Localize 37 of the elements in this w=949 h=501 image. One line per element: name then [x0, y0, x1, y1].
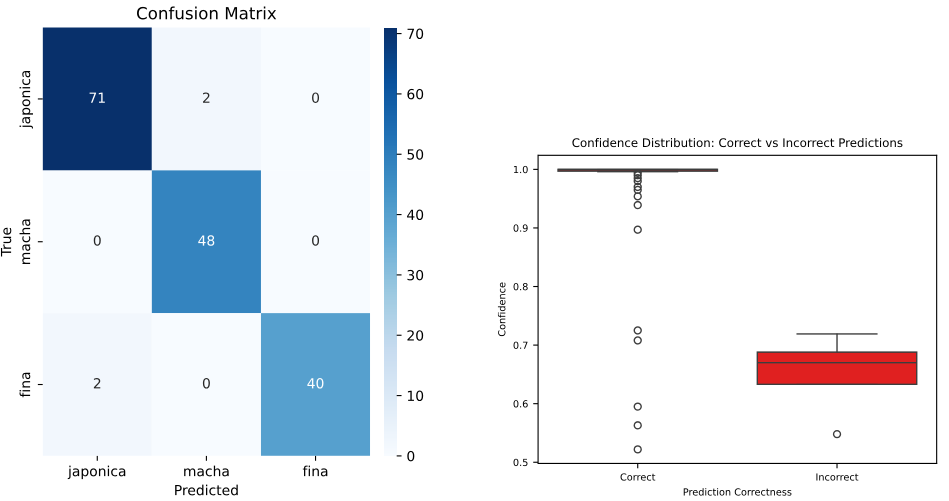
x-axis-title: Prediction Correctness — [684, 488, 792, 496]
chart-title: Confusion Matrix — [137, 6, 276, 20]
x-axis-title: Predicted — [175, 484, 238, 496]
data-label: 48 — [198, 235, 214, 246]
color-bar-label: 50 — [407, 149, 424, 160]
data-label: 2 — [94, 378, 100, 388]
data-label: 71 — [90, 92, 105, 103]
y-axis-title: Confidence — [498, 282, 506, 336]
chart-title: Confidence Distribution: Correct vs Incorrect Predictions — [572, 138, 902, 148]
data-label: 0 — [312, 92, 320, 103]
x-tick-label: Incorrect — [816, 473, 858, 481]
y-tick-label: fina — [20, 372, 30, 398]
y-tick-label: 0.7 — [514, 342, 528, 349]
y-tick-label: macha — [20, 220, 30, 264]
x-tick-label: fina — [302, 466, 328, 476]
y-tick-label: 0.6 — [514, 400, 528, 408]
y-tick-label: 0.8 — [514, 283, 528, 290]
x-tick-label: Correct — [620, 473, 656, 481]
y-tick-label: 0.9 — [514, 224, 528, 232]
data-label: 0 — [202, 378, 210, 389]
color-bar-label: 70 — [408, 28, 424, 40]
color-bar-label: 60 — [407, 88, 424, 100]
color-bar-label: 40 — [407, 210, 424, 220]
x-tick-label: japonica — [68, 466, 126, 480]
data-label: 2 — [203, 92, 210, 103]
color-bar-label: 30 — [407, 270, 424, 280]
y-tick-label: japonica — [20, 70, 33, 128]
y-axis-title: True — [0, 228, 12, 257]
data-label: 0 — [312, 235, 320, 246]
color-bar-label: 0 — [407, 450, 414, 462]
data-label: 40 — [307, 378, 324, 389]
y-tick-label: 1.0 — [514, 166, 528, 174]
data-label: 0 — [94, 235, 101, 246]
color-bar-label: 20 — [407, 330, 424, 341]
color-bar-label: 10 — [408, 390, 424, 402]
x-tick-label: macha — [184, 466, 229, 476]
y-tick-label: 0.5 — [514, 458, 528, 466]
